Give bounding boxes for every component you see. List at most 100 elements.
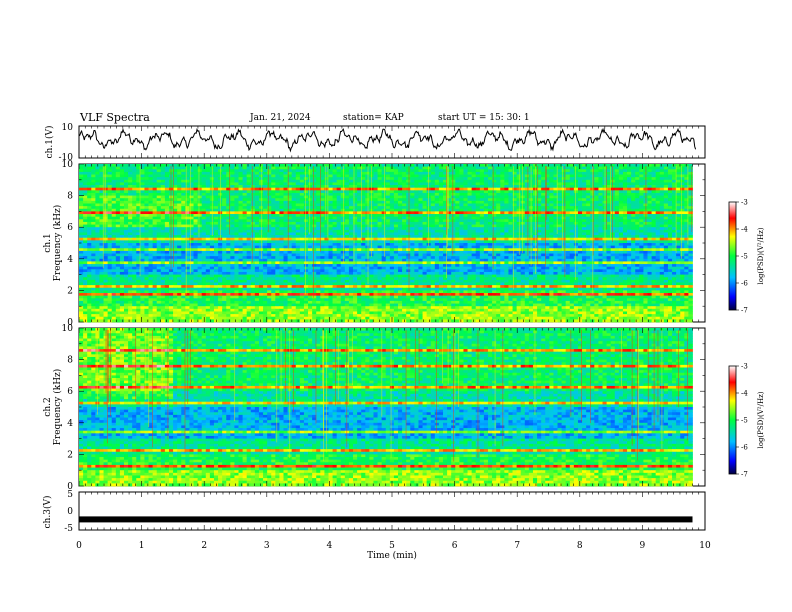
spectrogram-cell	[115, 235, 121, 239]
spectrogram-cell	[238, 243, 243, 247]
spectrogram-cell	[393, 211, 399, 215]
spectrogram-cell	[422, 219, 428, 223]
spectrogram-cell	[99, 229, 104, 233]
spectrogram-cell	[561, 190, 567, 194]
spectrogram-cell	[185, 171, 190, 175]
spectrogram-cell	[303, 206, 309, 210]
spectrogram-cell	[389, 182, 395, 186]
spectrogram-cell	[680, 179, 685, 183]
spectrogram-cell	[422, 203, 428, 207]
spectrogram-cell	[263, 214, 268, 218]
spectrogram-cell	[557, 203, 562, 207]
spectrogram-cell	[680, 214, 685, 218]
spectrogram-cell	[295, 243, 301, 247]
spectrogram-cell	[254, 190, 260, 194]
spectrogram-cell	[353, 211, 358, 215]
spectrogram-cell	[136, 192, 141, 196]
spectrogram-cell	[119, 227, 125, 231]
spectrogram-cell	[271, 187, 276, 191]
spectrogram-cell	[299, 243, 305, 247]
spectrogram-cell	[598, 185, 603, 189]
spectrogram-cell	[684, 192, 689, 196]
spectrogram-cell	[635, 166, 640, 170]
spectrogram-cell	[357, 232, 362, 236]
spectrogram-cell	[520, 195, 526, 199]
spectrogram-cell	[680, 198, 685, 202]
spectrogram-cell	[639, 174, 644, 178]
spectrogram-cell	[414, 232, 419, 236]
spectrogram-cell	[316, 232, 321, 236]
spectrogram-cell	[606, 229, 612, 233]
spectrogram-cell	[639, 171, 644, 175]
spectrogram-cell	[594, 216, 599, 220]
spectrogram-cell	[107, 227, 113, 231]
spectrogram-cell	[279, 177, 284, 181]
spectrogram-cell	[295, 174, 301, 178]
spectrogram-cell	[561, 235, 567, 239]
spectrogram-cell	[173, 232, 178, 236]
spectrogram-cell	[447, 174, 452, 178]
spectrogram-cell	[475, 232, 481, 236]
spectrogram-cell	[357, 174, 362, 178]
spectrogram-cell	[267, 195, 272, 199]
spectrogram-cell	[512, 195, 518, 199]
spectrogram-cell	[357, 206, 362, 210]
spectrogram-cell	[140, 195, 145, 199]
spectrogram-cell	[361, 171, 366, 175]
spectrogram-cell	[254, 214, 260, 218]
spectrogram-cell	[500, 232, 505, 236]
spectrogram-cell	[606, 182, 612, 186]
spectrogram-cell	[128, 224, 133, 228]
spectrogram-cell	[316, 219, 321, 223]
spectrogram-cell	[389, 229, 395, 233]
spectrogram-cell	[545, 216, 550, 220]
spectrogram-cell	[295, 195, 301, 199]
spectrogram-cell	[475, 187, 481, 191]
spectrogram-cell	[443, 177, 448, 181]
spectrogram-cell	[655, 237, 661, 241]
spectrogram-cell	[226, 192, 231, 196]
spectrogram-cell	[373, 208, 378, 212]
spectrogram-cell	[557, 166, 562, 170]
spectrogram-cell	[107, 219, 113, 223]
spectrogram-cell	[475, 227, 481, 231]
spectrogram-cell	[336, 185, 342, 189]
spectrogram-cell	[655, 177, 661, 181]
spectrogram-cell	[144, 229, 149, 233]
spectrogram-cell	[128, 216, 133, 220]
spectrogram-cell	[295, 171, 301, 175]
spectrogram-cell	[618, 232, 624, 236]
spectrogram-cell	[402, 214, 407, 218]
spectrogram-cell	[639, 211, 644, 215]
spectrogram-cell	[250, 219, 256, 223]
spectrogram-cell	[582, 185, 587, 189]
spectrogram-cell	[647, 190, 652, 194]
spectrogram-cell	[291, 195, 297, 199]
spectrogram-cell	[582, 177, 587, 181]
spectrogram-cell	[271, 171, 276, 175]
spectrogram-cell	[590, 182, 595, 186]
spectrogram-cell	[557, 240, 562, 244]
spectrogram-cell	[136, 235, 141, 239]
spectrogram-cell	[651, 219, 657, 223]
spectrogram-cell	[316, 214, 321, 218]
spectrogram-cell	[299, 200, 305, 204]
spectrogram-cell	[283, 237, 288, 241]
spectrogram-cell	[99, 211, 104, 215]
spectrogram-cell	[614, 206, 620, 210]
spectrogram-cell	[152, 187, 158, 191]
spectrogram-cell	[111, 171, 117, 175]
spectrogram-cell	[569, 232, 575, 236]
spectrogram-cell	[328, 221, 333, 225]
spectrogram-cell	[103, 185, 109, 189]
spectrogram-cell	[177, 179, 182, 183]
spectrogram-cell	[688, 200, 693, 204]
spectrogram-cell	[332, 195, 338, 199]
spectrogram-cell	[594, 179, 599, 183]
spectrogram-cell	[594, 195, 599, 199]
spectrogram-cell	[565, 187, 571, 191]
spectrogram-cell	[189, 208, 194, 212]
spectrogram-cell	[447, 227, 452, 231]
spectrogram-cell	[463, 221, 468, 225]
spectrogram-cell	[688, 203, 693, 207]
